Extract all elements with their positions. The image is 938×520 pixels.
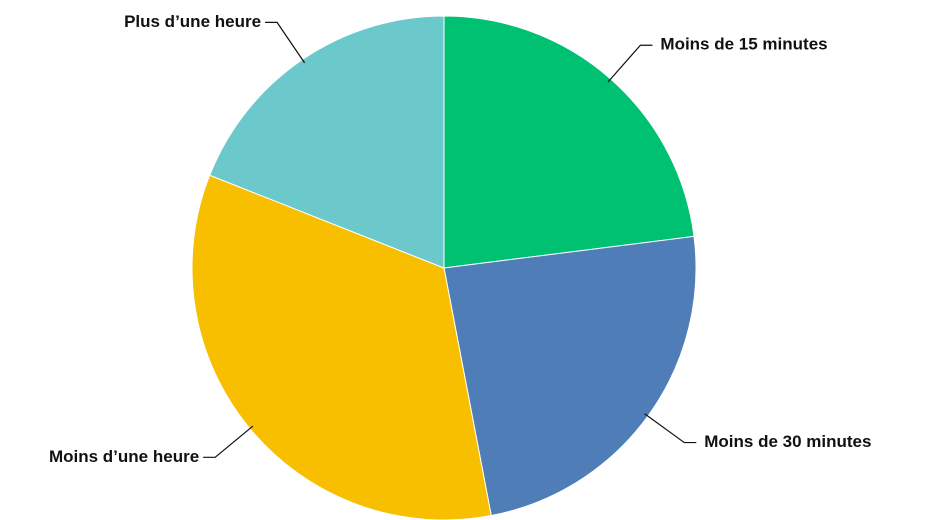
leader-line: [607, 44, 653, 83]
leader-line: [265, 21, 306, 64]
leader-line: [644, 413, 697, 444]
slice-label: Plus d’une heure: [124, 12, 261, 31]
slice-label: Moins de 30 minutes: [704, 432, 871, 451]
leader-line: [203, 425, 254, 458]
pie-slice: [443, 15, 695, 269]
slice-label: Moins d’une heure: [49, 447, 199, 466]
slice-label: Moins de 15 minutes: [660, 35, 827, 54]
